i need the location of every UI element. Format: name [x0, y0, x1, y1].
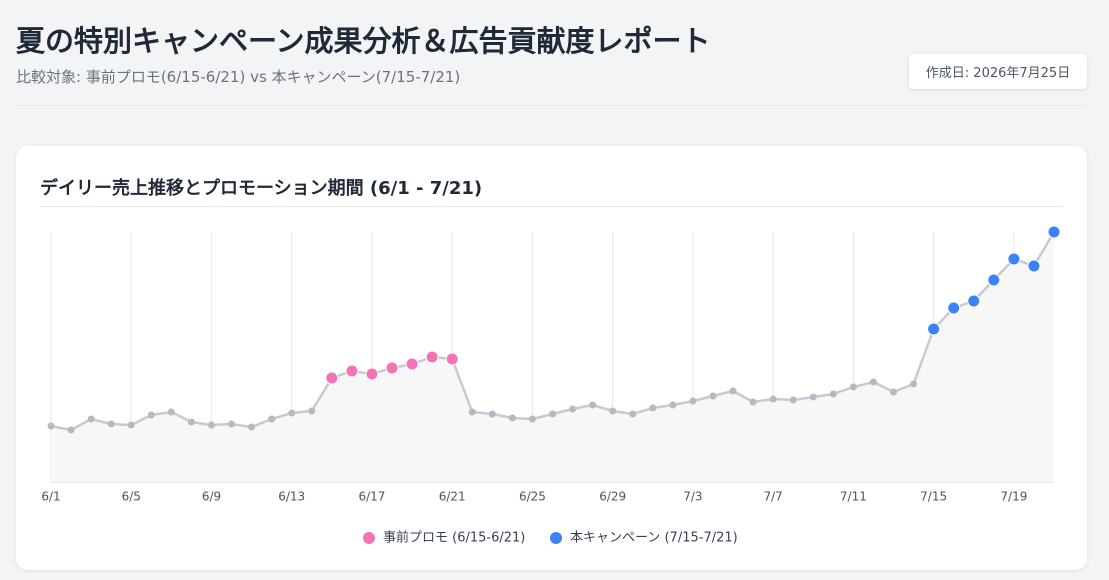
legend-marker — [550, 532, 562, 544]
divider — [40, 206, 1063, 207]
point — [589, 401, 597, 409]
point — [609, 407, 617, 415]
point — [549, 410, 556, 418]
point — [849, 383, 857, 391]
point — [669, 401, 677, 409]
point — [649, 404, 657, 412]
point — [147, 411, 155, 419]
point — [47, 422, 55, 430]
highlight-point — [987, 273, 1001, 287]
point — [729, 387, 737, 395]
point — [829, 390, 837, 398]
point — [629, 410, 637, 418]
x-tick-label: 6/25 — [519, 490, 546, 504]
x-tick-label: 6/17 — [358, 490, 385, 504]
created-date: 作成日: 2026年7月25日 — [909, 54, 1087, 89]
highlight-point — [1007, 252, 1021, 266]
page-title: 夏の特別キャンペーン成果分析＆広告貢献度レポート — [16, 24, 711, 58]
highlight-point — [967, 294, 981, 308]
point — [869, 378, 877, 386]
highlight-point — [405, 357, 419, 371]
point — [468, 408, 476, 416]
legend-label: 事前プロモ (6/15-6/21) — [383, 530, 525, 546]
highlight-point — [947, 301, 961, 315]
point — [809, 393, 817, 401]
point — [187, 418, 195, 426]
chart-card: デイリー売上推移とプロモーション期間 (6/1 - 7/21) — [16, 146, 1087, 570]
highlight-point — [345, 364, 359, 378]
point — [569, 405, 577, 413]
point — [308, 407, 316, 415]
x-tick-label: 6/29 — [599, 490, 626, 504]
x-tick-label: 7/3 — [683, 490, 702, 504]
point — [67, 426, 75, 434]
point — [207, 421, 215, 429]
highlight-point — [927, 322, 941, 336]
x-tick-label: 7/11 — [840, 490, 867, 504]
point — [689, 397, 697, 405]
highlight-point — [365, 367, 379, 381]
point — [789, 396, 797, 404]
x-tick-label: 6/21 — [439, 490, 466, 504]
point — [508, 414, 516, 422]
legend-label: 本キャンペーン (7/15-7/21) — [570, 531, 738, 546]
legend-marker — [363, 532, 375, 544]
point — [709, 392, 717, 400]
point — [749, 398, 757, 406]
divider — [16, 105, 1087, 106]
point — [107, 420, 115, 428]
point — [87, 415, 95, 423]
x-tick-label: 7/19 — [1000, 490, 1027, 504]
highlight-point — [425, 350, 439, 364]
x-tick-label: 6/13 — [278, 490, 305, 504]
highlight-point — [325, 371, 339, 385]
x-tick-label: 6/1 — [41, 490, 60, 504]
x-tick-label: 6/9 — [202, 490, 221, 504]
point — [910, 380, 918, 388]
point — [248, 423, 256, 431]
point — [769, 395, 777, 403]
point — [890, 388, 898, 396]
x-tick-label: 7/7 — [764, 490, 783, 504]
point — [288, 409, 296, 417]
area — [51, 232, 1054, 482]
highlight-point — [1047, 225, 1061, 239]
subtitle: 比較対象: 事前プロモ(6/15-6/21) vs 本キャンペーン(7/15-7… — [16, 68, 461, 86]
chart-title: デイリー売上推移とプロモーション期間 (6/1 - 7/21) — [40, 178, 483, 199]
highlight-point — [1027, 259, 1041, 273]
x-tick-label: 7/15 — [920, 490, 947, 504]
point — [167, 408, 175, 416]
highlight-point — [445, 352, 459, 366]
point — [488, 410, 496, 418]
point — [268, 415, 276, 423]
highlight-point — [385, 361, 399, 375]
point — [127, 421, 135, 429]
point — [228, 420, 236, 428]
point — [528, 415, 536, 423]
x-tick-label: 6/5 — [122, 490, 141, 504]
